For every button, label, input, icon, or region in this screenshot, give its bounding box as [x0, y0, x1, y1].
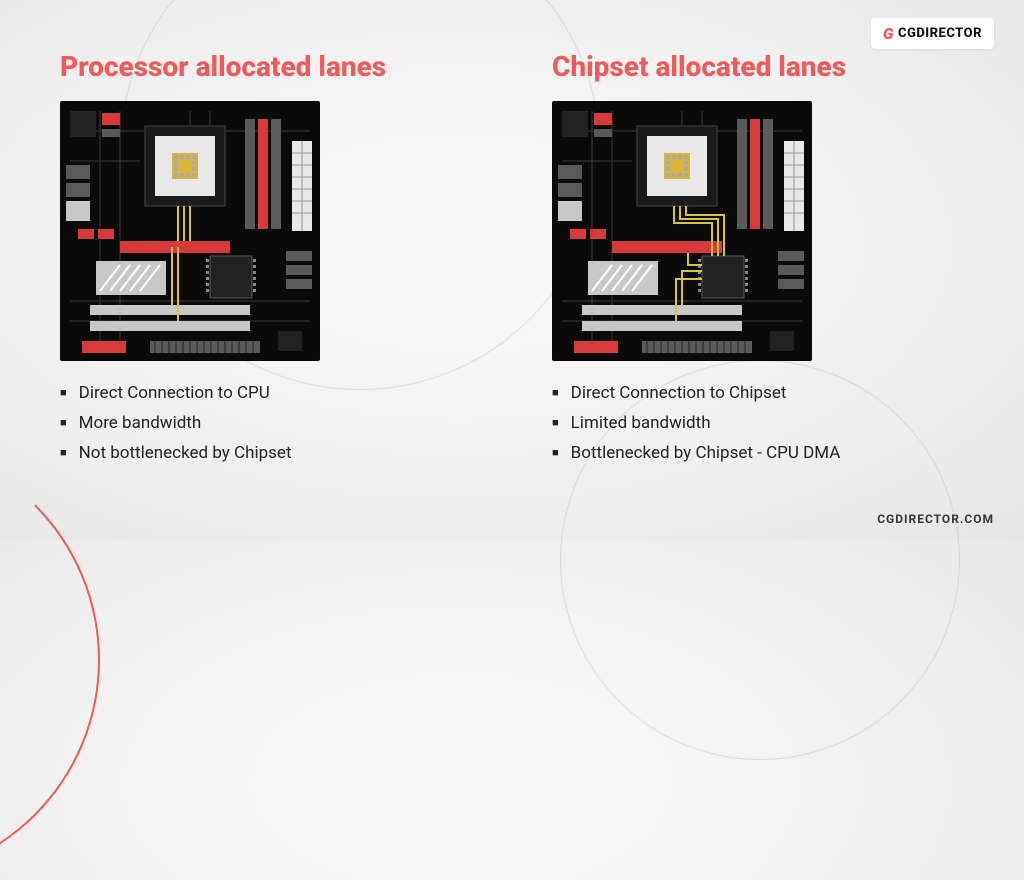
- column-title: Processor allocated lanes: [60, 50, 472, 83]
- bullet-item: Direct Connection to Chipset: [552, 379, 964, 409]
- bullet-item: Bottlenecked by Chipset - CPU DMA: [552, 439, 964, 469]
- comparison-columns: Processor allocated lanes: [60, 50, 964, 468]
- decor-arc: [0, 440, 100, 880]
- bullet-item: More bandwidth: [60, 409, 472, 439]
- bullet-item: Limited bandwidth: [552, 409, 964, 439]
- footer-url: CGDIRECTOR.COM: [877, 512, 994, 526]
- logo-badge: G CGDIRECTOR: [871, 18, 994, 49]
- logo-mark-icon: G: [883, 24, 894, 43]
- bullet-list: Direct Connection to Chipset Limited ban…: [552, 379, 964, 468]
- logo-text: CGDIRECTOR: [898, 26, 982, 41]
- column-title: Chipset allocated lanes: [552, 50, 964, 83]
- bullet-item: Not bottlenecked by Chipset: [60, 439, 472, 469]
- column-processor-lanes: Processor allocated lanes: [60, 50, 472, 468]
- motherboard-diagram-cpu: [60, 101, 320, 361]
- bullet-item: Direct Connection to CPU: [60, 379, 472, 409]
- bullet-list: Direct Connection to CPU More bandwidth …: [60, 379, 472, 468]
- column-chipset-lanes: Chipset allocated lanes: [552, 50, 964, 468]
- motherboard-diagram-chipset: [552, 101, 812, 361]
